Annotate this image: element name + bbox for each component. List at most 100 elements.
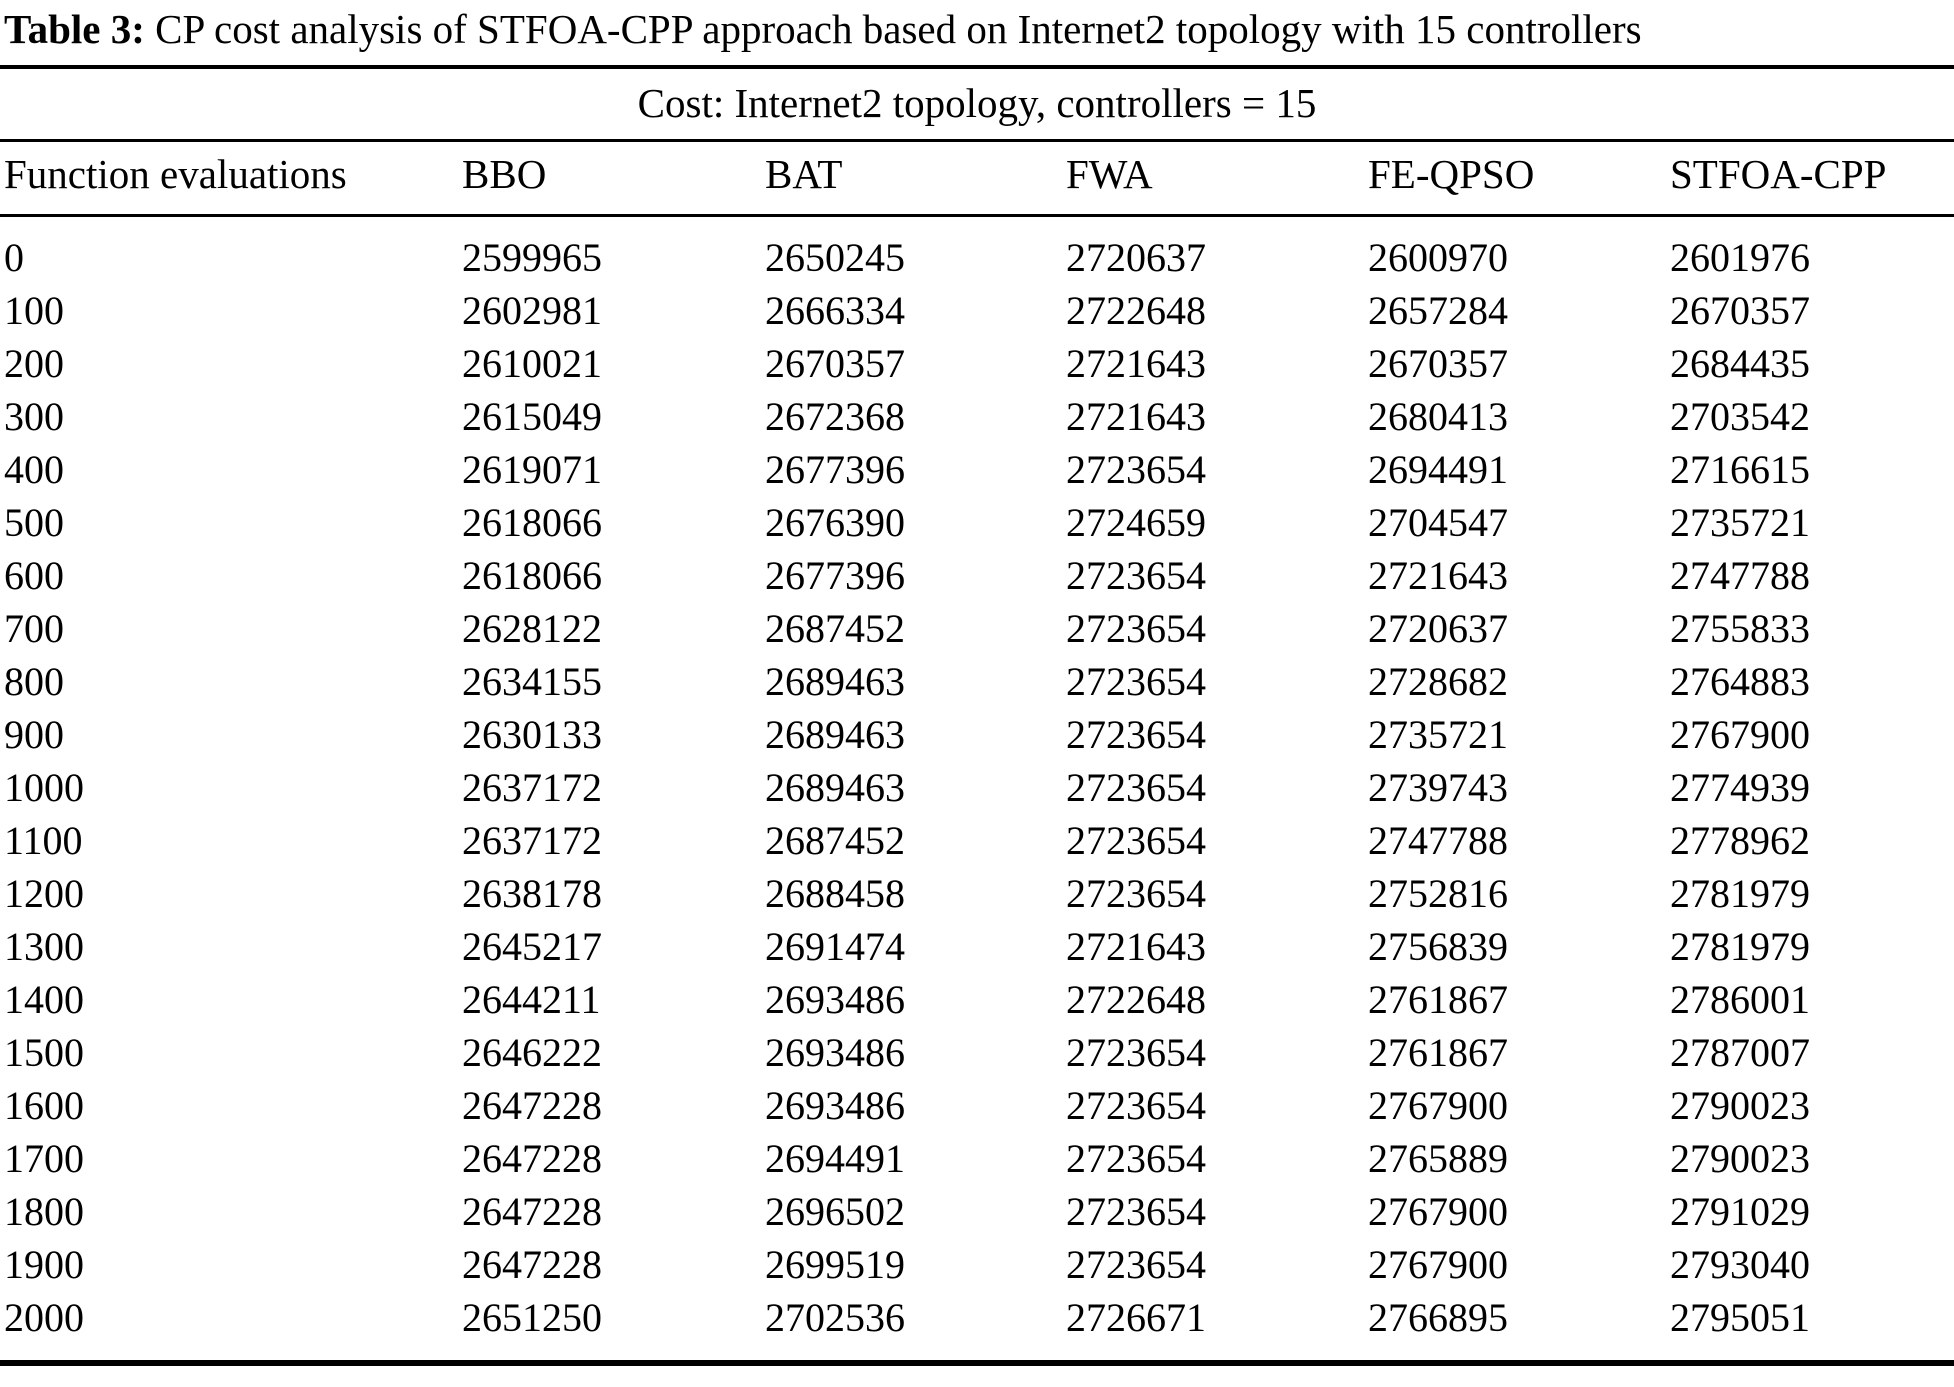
- cell-fwa: 2723654: [1066, 1189, 1206, 1235]
- cell-fe-qpso: 2765889: [1368, 1136, 1508, 1182]
- cell-bat: 2689463: [765, 765, 905, 811]
- cell-bat: 2676390: [765, 500, 905, 546]
- table-row: 200 2610021 2670357 2721643 2670357 2684435: [0, 337, 1954, 390]
- cell-fe-qpso: 2657284: [1368, 288, 1508, 334]
- cell-fwa: 2721643: [1066, 394, 1206, 440]
- cell-stfoa-cpp: 2703542: [1670, 394, 1810, 440]
- table-body: 0 2599965 2650245 2720637 2600970 2601976 100 2…: [0, 216, 1954, 1364]
- cell-fwa: 2723654: [1066, 871, 1206, 917]
- cell-bbo: 2645217: [462, 924, 602, 970]
- cell-stfoa-cpp: 2774939: [1670, 765, 1810, 811]
- cell-fe-qpso: 2761867: [1368, 1030, 1508, 1076]
- table-row: 2000 2651250 2702536 2726671 2766895 2795051: [0, 1291, 1954, 1363]
- column-header-stfoa-cpp: STFOA-CPP: [1670, 140, 1954, 218]
- table-row: 1600 2647228 2693486 2723654 2767900 2790023: [0, 1079, 1954, 1132]
- cell-fe-qpso: 2721643: [1368, 553, 1508, 599]
- cell-stfoa-cpp: 2684435: [1670, 341, 1810, 387]
- cell-fe-qpso: 2720637: [1368, 606, 1508, 652]
- cell-fe-qpso: 2670357: [1368, 341, 1508, 387]
- table-row: 0 2599965 2650245 2720637 2600970 2601976: [0, 216, 1954, 285]
- cell-fwa: 2721643: [1066, 341, 1206, 387]
- cell-bat: 2650245: [765, 235, 905, 281]
- cell-function-evaluations: 700: [4, 606, 64, 652]
- cell-stfoa-cpp: 2747788: [1670, 553, 1810, 599]
- column-header-function-evaluations: Function evaluations: [0, 140, 462, 218]
- cell-fe-qpso: 2747788: [1368, 818, 1508, 864]
- cell-bbo: 2647228: [462, 1083, 602, 1129]
- cell-function-evaluations: 1100: [4, 818, 83, 864]
- cell-bat: 2670357: [765, 341, 905, 387]
- cell-stfoa-cpp: 2755833: [1670, 606, 1810, 652]
- cell-bbo: 2646222: [462, 1030, 602, 1076]
- cell-stfoa-cpp: 2781979: [1670, 924, 1810, 970]
- table-row: 1500 2646222 2693486 2723654 2761867 2787007: [0, 1026, 1954, 1079]
- cell-fe-qpso: 2761867: [1368, 977, 1508, 1023]
- cell-fwa: 2723654: [1066, 765, 1206, 811]
- column-header-bbo: BBO: [462, 140, 765, 218]
- cell-fwa: 2721643: [1066, 924, 1206, 970]
- cell-stfoa-cpp: 2781979: [1670, 871, 1810, 917]
- cell-fwa: 2723654: [1066, 1242, 1206, 1288]
- cell-function-evaluations: 1900: [4, 1242, 84, 1288]
- cell-fe-qpso: 2767900: [1368, 1242, 1508, 1288]
- table-row: 1000 2637172 2689463 2723654 2739743 2774939: [0, 761, 1954, 814]
- cell-bat: 2702536: [765, 1295, 905, 1341]
- cell-function-evaluations: 0: [4, 235, 24, 281]
- cell-function-evaluations: 1200: [4, 871, 84, 917]
- cell-bbo: 2618066: [462, 500, 602, 546]
- table-row: 1800 2647228 2696502 2723654 2767900 2791029: [0, 1185, 1954, 1238]
- cell-fwa: 2723654: [1066, 447, 1206, 493]
- cell-function-evaluations: 500: [4, 500, 64, 546]
- cell-fe-qpso: 2694491: [1368, 447, 1508, 493]
- cell-function-evaluations: 800: [4, 659, 64, 705]
- cell-bbo: 2637172: [462, 818, 602, 864]
- cell-function-evaluations: 1400: [4, 977, 84, 1023]
- cell-bbo: 2647228: [462, 1136, 602, 1182]
- cell-bbo: 2637172: [462, 765, 602, 811]
- table-row: 1900 2647228 2699519 2723654 2767900 2793040: [0, 1238, 1954, 1291]
- cell-stfoa-cpp: 2790023: [1670, 1083, 1810, 1129]
- cell-bbo: 2644211: [462, 977, 601, 1023]
- cell-fe-qpso: 2756839: [1368, 924, 1508, 970]
- cell-fwa: 2726671: [1066, 1295, 1206, 1341]
- table-caption-text: CP cost analysis of STFOA-CPP approach b…: [144, 6, 1642, 52]
- cost-analysis-table: Cost: Internet2 topology, controllers = …: [0, 65, 1954, 1367]
- cell-bbo: 2619071: [462, 447, 602, 493]
- cell-bat: 2677396: [765, 553, 905, 599]
- cell-stfoa-cpp: 2791029: [1670, 1189, 1810, 1235]
- cell-fe-qpso: 2767900: [1368, 1083, 1508, 1129]
- table-row: 300 2615049 2672368 2721643 2680413 2703542: [0, 390, 1954, 443]
- table-caption-label: Table 3:: [4, 6, 145, 52]
- cell-fwa: 2723654: [1066, 606, 1206, 652]
- cell-function-evaluations: 1600: [4, 1083, 84, 1129]
- cell-fe-qpso: 2728682: [1368, 659, 1508, 705]
- table-row: 1700 2647228 2694491 2723654 2765889 2790023: [0, 1132, 1954, 1185]
- span-header: Cost: Internet2 topology, controllers = …: [0, 67, 1954, 143]
- cell-stfoa-cpp: 2787007: [1670, 1030, 1810, 1076]
- cell-fwa: 2720637: [1066, 235, 1206, 281]
- cell-bbo: 2599965: [462, 235, 602, 281]
- cell-fwa: 2723654: [1066, 553, 1206, 599]
- cell-stfoa-cpp: 2716615: [1670, 447, 1810, 493]
- cell-stfoa-cpp: 2793040: [1670, 1242, 1810, 1288]
- cell-bat: 2687452: [765, 818, 905, 864]
- cell-bat: 2689463: [765, 712, 905, 758]
- cell-fwa: 2722648: [1066, 288, 1206, 334]
- cell-bbo: 2647228: [462, 1189, 602, 1235]
- cell-function-evaluations: 600: [4, 553, 64, 599]
- cell-bat: 2687452: [765, 606, 905, 652]
- cell-bbo: 2651250: [462, 1295, 602, 1341]
- cell-stfoa-cpp: 2778962: [1670, 818, 1810, 864]
- cell-function-evaluations: 100: [4, 288, 64, 334]
- table-row: 600 2618066 2677396 2723654 2721643 2747788: [0, 549, 1954, 602]
- cell-fwa: 2723654: [1066, 1136, 1206, 1182]
- cell-stfoa-cpp: 2601976: [1670, 235, 1810, 281]
- cell-fwa: 2723654: [1066, 818, 1206, 864]
- cell-fe-qpso: 2767900: [1368, 1189, 1508, 1235]
- cell-fe-qpso: 2752816: [1368, 871, 1508, 917]
- span-header-row: Cost: Internet2 topology, controllers = …: [0, 67, 1954, 143]
- cell-function-evaluations: 1500: [4, 1030, 84, 1076]
- column-header-row: Function evaluations BBO BAT FWA FE-QPSO…: [0, 140, 1954, 218]
- cell-bat: 2693486: [765, 1083, 905, 1129]
